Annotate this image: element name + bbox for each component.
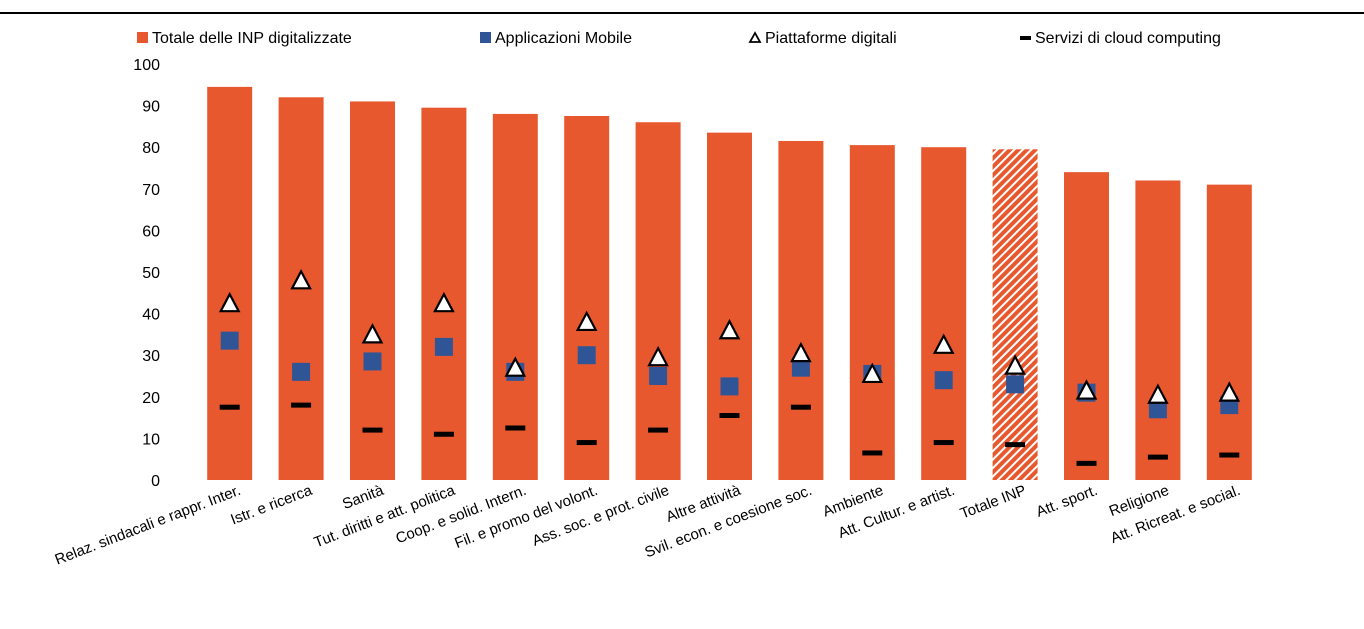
y-tick-label: 0 xyxy=(151,473,160,490)
legend-swatch-square xyxy=(480,32,491,43)
mobile-point xyxy=(577,346,596,365)
bar xyxy=(492,113,538,481)
platform-point xyxy=(218,291,241,313)
platform-point xyxy=(290,268,312,290)
legend-label: Applicazioni Mobile xyxy=(495,30,632,47)
x-tick-label: Sanità xyxy=(340,482,386,513)
x-tick-label: Att. sport. xyxy=(1034,482,1100,521)
cloud-point xyxy=(505,425,526,431)
platform-point xyxy=(1004,354,1026,375)
bar xyxy=(1206,184,1252,480)
legend-label: Totale delle INP digitalizzate xyxy=(152,30,352,47)
legend-swatch-triangle xyxy=(748,31,762,43)
legend: Totale delle INP digitalizzate Applicazio… xyxy=(137,30,1221,47)
platform-point xyxy=(861,362,884,384)
cloud-point xyxy=(1005,442,1026,448)
y-tick-label: 40 xyxy=(142,307,160,324)
mobile-point xyxy=(292,362,311,381)
mobile-point xyxy=(1148,400,1167,419)
cloud-point xyxy=(291,402,312,408)
mobile-point xyxy=(434,337,453,356)
platform-point xyxy=(575,310,598,332)
legend-label: Piattaforme digitali xyxy=(765,30,897,47)
y-tick-label: 50 xyxy=(142,265,160,282)
platform-point xyxy=(1147,383,1169,404)
mobile-point xyxy=(791,358,810,377)
mobile-point xyxy=(220,331,239,350)
bar xyxy=(635,122,681,481)
cloud-point xyxy=(790,404,811,410)
cloud-point xyxy=(1219,452,1240,458)
platform-point xyxy=(647,345,669,367)
cloud-point xyxy=(719,413,740,419)
mobile-point xyxy=(934,371,953,390)
bar xyxy=(1135,180,1181,481)
legend-swatch-bar xyxy=(137,32,148,43)
legend-swatch-dash xyxy=(1020,36,1031,40)
y-tick-label: 100 xyxy=(133,57,160,74)
y-tick-label: 20 xyxy=(142,390,160,407)
mobile-point xyxy=(363,352,382,371)
x-tick-label: Totale INP xyxy=(958,482,1029,523)
platform-point xyxy=(504,356,527,377)
bar xyxy=(564,116,610,480)
y-tick-label: 30 xyxy=(142,348,160,365)
cloud-point xyxy=(933,440,954,446)
y-tick-label: 80 xyxy=(142,140,160,157)
bar xyxy=(921,147,967,480)
cloud-point xyxy=(1147,454,1168,460)
cloud-point xyxy=(219,404,240,410)
legend-label: Servizi di cloud computing xyxy=(1035,30,1221,47)
bars xyxy=(207,86,1252,481)
platform-point xyxy=(1218,381,1241,402)
cloud-point xyxy=(433,431,454,437)
y-tick-label: 90 xyxy=(142,99,160,116)
bar xyxy=(207,86,253,480)
y-tick-label: 10 xyxy=(142,431,160,448)
platform-point xyxy=(718,318,741,340)
cloud-point xyxy=(862,450,883,456)
bar xyxy=(778,140,824,480)
mobile-point xyxy=(649,367,668,385)
x-axis-labels: Relaz. sindacali e rappr. Inter.Istr. e … xyxy=(53,482,1243,569)
platform-point xyxy=(1075,379,1098,400)
cloud-point xyxy=(362,427,383,433)
x-tick-label: Relaz. sindacali e rappr. Inter. xyxy=(53,482,244,569)
platform-point xyxy=(790,341,812,363)
platform-point xyxy=(361,323,384,344)
x-tick-label: Istr. e ricerca xyxy=(228,482,315,529)
bar xyxy=(992,149,1038,480)
y-axis: 0 10 20 30 40 50 60 70 80 90 100 xyxy=(133,57,160,490)
top-rule xyxy=(0,12,1364,14)
bar xyxy=(849,145,895,480)
cloud-point xyxy=(576,440,597,446)
y-tick-label: 60 xyxy=(142,223,160,240)
mobile-point xyxy=(720,377,739,396)
platform-point xyxy=(932,333,955,354)
platform-point xyxy=(433,291,455,313)
cloud-point xyxy=(648,427,669,433)
bar xyxy=(1064,172,1109,480)
cloud-point xyxy=(1076,460,1097,466)
markers xyxy=(218,268,1241,466)
x-tick-label: Att. Ricreat. e social. xyxy=(1108,482,1243,547)
y-tick-label: 70 xyxy=(142,182,160,199)
bar xyxy=(350,101,395,480)
bar xyxy=(707,132,752,480)
mobile-point xyxy=(1006,375,1025,394)
